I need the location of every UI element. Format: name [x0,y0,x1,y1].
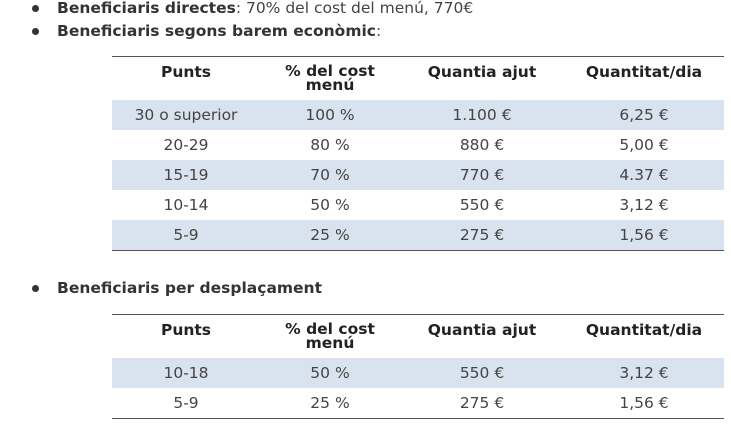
cell-punts: 30 o superior [134,106,238,124]
cell-punts: 10-18 [163,364,209,382]
header-quantitat-dia: Quantitat/dia [585,63,703,81]
header-punts: Punts [160,321,212,339]
header-punts: Punts [160,63,212,81]
cell-quantia: 770 € [459,166,505,184]
table-row: 10-18 50 % 550 € 3,12 € [112,358,724,388]
cell-cost-percent: 50 % [310,196,350,214]
header-quantitat-dia: Quantitat/dia [585,321,703,339]
cell-quantia: 550 € [459,364,505,382]
cell-quantia: 275 € [459,226,505,244]
cell-quantitat-dia: 3,12 € [619,364,669,382]
table-row: 5-9 25 % 275 € 1,56 € [112,388,724,418]
bullet-dot [32,4,39,12]
bullet-rest-text: : 70% del cost del menú, 770€ [235,0,474,17]
cell-quantitat-dia: 4.37 € [619,166,669,184]
cell-cost-percent: 70 % [310,166,350,184]
cell-cost-percent: 80 % [310,136,350,154]
bullet-travel-beneficiaries: Beneficiaris per desplaçament [32,277,322,299]
bullet-bold-text: Beneficiaris segons barem econòmic [57,22,376,40]
table-row: 5-9 25 % 275 € 1,56 € [112,220,724,250]
cell-quantia: 880 € [459,136,505,154]
table-row: 15-19 70 % 770 € 4.37 € [112,160,724,190]
table-row: 20-29 80 % 880 € 5,00 € [112,130,724,160]
cell-quantitat-dia: 1,56 € [619,394,669,412]
header-cost-percent: % del cost menú [285,320,375,352]
cell-punts: 10-14 [163,196,209,214]
table-row: 10-14 50 % 550 € 3,12 € [112,190,724,220]
cell-cost-percent: 50 % [310,364,350,382]
bullet-bold-text: Beneficiaris directes [57,0,236,17]
cell-punts: 5-9 [173,226,199,244]
cell-cost-percent: 25 % [310,226,350,244]
bullet-economic-beneficiaries: Beneficiaris segons barem econòmic: [32,20,381,42]
cell-quantitat-dia: 5,00 € [619,136,669,154]
cell-quantitat-dia: 1,56 € [619,226,669,244]
table-header: Punts % del cost menú Quantia ajut Quant… [112,315,724,358]
cell-cost-percent: 25 % [310,394,350,412]
economic-scale-table: Punts % del cost menú Quantia ajut Quant… [112,56,724,251]
cell-punts: 15-19 [163,166,209,184]
cell-quantia: 550 € [459,196,505,214]
cell-punts: 5-9 [173,394,199,412]
bullet-dot [32,27,39,35]
bullet-rest-text: : [375,22,382,40]
cell-quantia: 1.100 € [452,106,512,124]
table-row: 30 o superior 100 % 1.100 € 6,25 € [112,100,724,130]
bullet-dot [32,284,39,292]
header-cost-percent: % del cost menú [285,62,375,94]
cell-quantia: 275 € [459,394,505,412]
travel-table: Punts % del cost menú Quantia ajut Quant… [112,314,724,419]
bullet-direct-beneficiaries: Beneficiaris directes: 70% del cost del … [32,0,473,18]
cell-quantitat-dia: 3,12 € [619,196,669,214]
table-header: Punts % del cost menú Quantia ajut Quant… [112,57,724,100]
header-quantia: Quantia ajut [427,321,537,339]
bullet-bold-text: Beneficiaris per desplaçament [57,279,323,297]
cell-cost-percent: 100 % [305,106,355,124]
cell-quantitat-dia: 6,25 € [619,106,669,124]
header-quantia: Quantia ajut [427,63,537,81]
cell-punts: 20-29 [163,136,209,154]
